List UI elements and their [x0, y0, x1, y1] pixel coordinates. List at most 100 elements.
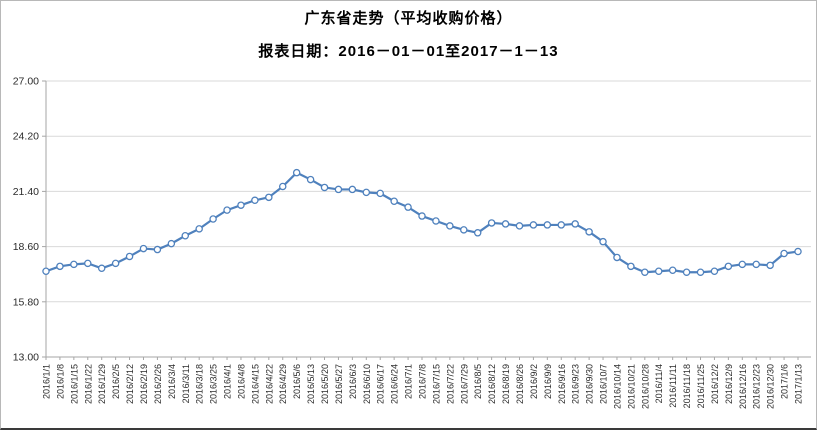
data-point-marker: [710, 267, 719, 275]
y-tick-label: 24.20: [13, 131, 39, 143]
x-tick-label: 2016/4/29: [278, 364, 288, 404]
data-point-marker: [585, 228, 593, 236]
x-tick-label: 2016/3/25: [209, 364, 219, 404]
data-point-marker: [404, 203, 412, 211]
data-point-marker: [794, 247, 802, 256]
y-tick-label: 13.00: [13, 352, 39, 364]
data-point-marker: [84, 259, 92, 268]
x-tick-label: 2016/8/19: [501, 364, 511, 404]
x-tick-label: 2016/12/2: [710, 364, 720, 404]
data-point-marker: [446, 222, 454, 230]
data-point-marker: [139, 244, 148, 253]
data-point-marker: [599, 237, 607, 246]
data-point-marker: [237, 201, 245, 209]
data-point-marker: [460, 226, 468, 234]
x-tick-label: 2016/5/6: [292, 364, 302, 399]
data-point-marker: [627, 262, 635, 271]
x-tick-label: 2016/1/15: [69, 364, 79, 404]
data-point-marker: [432, 217, 440, 225]
x-tick-label: 2016/2/5: [111, 364, 121, 399]
data-point-marker: [125, 252, 134, 261]
x-tick-label: 2016/12/9: [724, 364, 734, 404]
x-tick-label: 2016/4/8: [236, 364, 246, 399]
x-tick-label: 2016/6/3: [348, 364, 358, 399]
x-tick-label: 2016/11/4: [654, 364, 664, 403]
data-point-marker: [473, 229, 482, 237]
data-point-marker: [111, 259, 120, 268]
x-tick-label: 2016/3/4: [167, 364, 177, 399]
data-point-marker: [641, 268, 649, 276]
x-tick-label: 2016/5/27: [334, 364, 344, 404]
x-tick-label: 2016/1/22: [83, 364, 93, 404]
x-tick-label: 2016/2/19: [139, 364, 149, 404]
data-point-marker: [292, 168, 301, 177]
data-point-marker: [543, 221, 552, 229]
x-tick-label: 2016/9/16: [557, 364, 567, 404]
data-point-marker: [766, 261, 774, 270]
x-tick-label: 2016/1/8: [55, 364, 65, 399]
x-tick-label: 2016/11/25: [696, 364, 706, 408]
x-tick-label: 2016/10/21: [626, 364, 636, 409]
data-point-marker: [696, 268, 705, 276]
data-point-marker: [334, 185, 343, 194]
x-tick-label: 2017/1/13: [794, 364, 804, 404]
x-tick-label: 2016/6/24: [390, 364, 400, 404]
x-tick-label: 2016/12/30: [766, 364, 776, 409]
x-tick-label: 2016/12/16: [738, 364, 748, 409]
x-tick-label: 2016/9/23: [571, 364, 581, 404]
data-point-marker: [613, 253, 621, 262]
x-tick-label: 2016/1/29: [97, 364, 107, 404]
data-point-marker: [654, 267, 663, 275]
data-point-marker: [418, 212, 426, 220]
data-point-marker: [167, 239, 176, 248]
x-tick-label: 2016/10/7: [599, 364, 609, 404]
data-point-marker: [306, 175, 315, 184]
data-point-marker: [209, 215, 217, 223]
x-tick-label: 2016/4/22: [264, 364, 274, 404]
x-tick-label: 2016/10/28: [640, 364, 650, 409]
data-point-marker: [265, 193, 273, 202]
x-tick-label: 2016/8/26: [515, 364, 525, 404]
data-point-marker: [195, 225, 203, 233]
data-point-marker: [515, 222, 524, 230]
data-line: [44, 171, 800, 274]
data-point-marker: [571, 220, 579, 228]
data-point-marker: [56, 262, 64, 271]
x-tick-label: 2016/11/11: [668, 364, 678, 408]
y-tick-label: 27.00: [13, 76, 39, 88]
data-point-marker: [752, 260, 760, 269]
data-point-marker: [348, 185, 357, 194]
data-point-marker: [376, 189, 384, 198]
data-point-marker: [501, 220, 510, 228]
x-tick-label: 2016/7/1: [404, 364, 414, 399]
x-tick-label: 2016/7/8: [418, 364, 428, 399]
x-tick-label: 2016/9/30: [585, 364, 595, 404]
data-point-marker: [278, 182, 287, 191]
data-point-marker: [320, 183, 329, 192]
data-point-marker: [70, 260, 78, 269]
x-tick-label: 2016/2/12: [125, 364, 135, 404]
x-tick-label: 2016/3/18: [195, 364, 205, 404]
data-point-marker: [362, 188, 371, 197]
data-point-marker: [97, 264, 106, 273]
x-tick-label: 2016/2/26: [153, 364, 163, 404]
chart-subtitle: 报表日期：2016－01－01至2017－1－13: [258, 43, 559, 60]
x-tick-label: 2016/7/29: [459, 364, 469, 404]
x-tick-label: 2016/6/10: [362, 364, 372, 404]
x-tick-label: 2016/5/13: [306, 364, 316, 404]
data-point-marker: [557, 221, 566, 229]
data-point-marker: [153, 245, 162, 254]
x-tick-label: 2016/4/15: [250, 364, 260, 404]
data-point-marker: [390, 197, 398, 206]
x-tick-label: 2016/3/11: [181, 364, 191, 403]
y-tick-label: 21.40: [13, 186, 39, 198]
x-tick-label: 2016/6/17: [376, 364, 386, 404]
x-tick-label: 2016/9/2: [529, 364, 539, 399]
x-tick-label: 2016/8/5: [473, 364, 483, 399]
x-tick-label: 2016/8/12: [487, 364, 497, 404]
x-tick-label: 2016/5/20: [320, 364, 330, 404]
x-tick-label: 2016/11/18: [682, 364, 692, 408]
data-point-marker: [487, 219, 496, 227]
